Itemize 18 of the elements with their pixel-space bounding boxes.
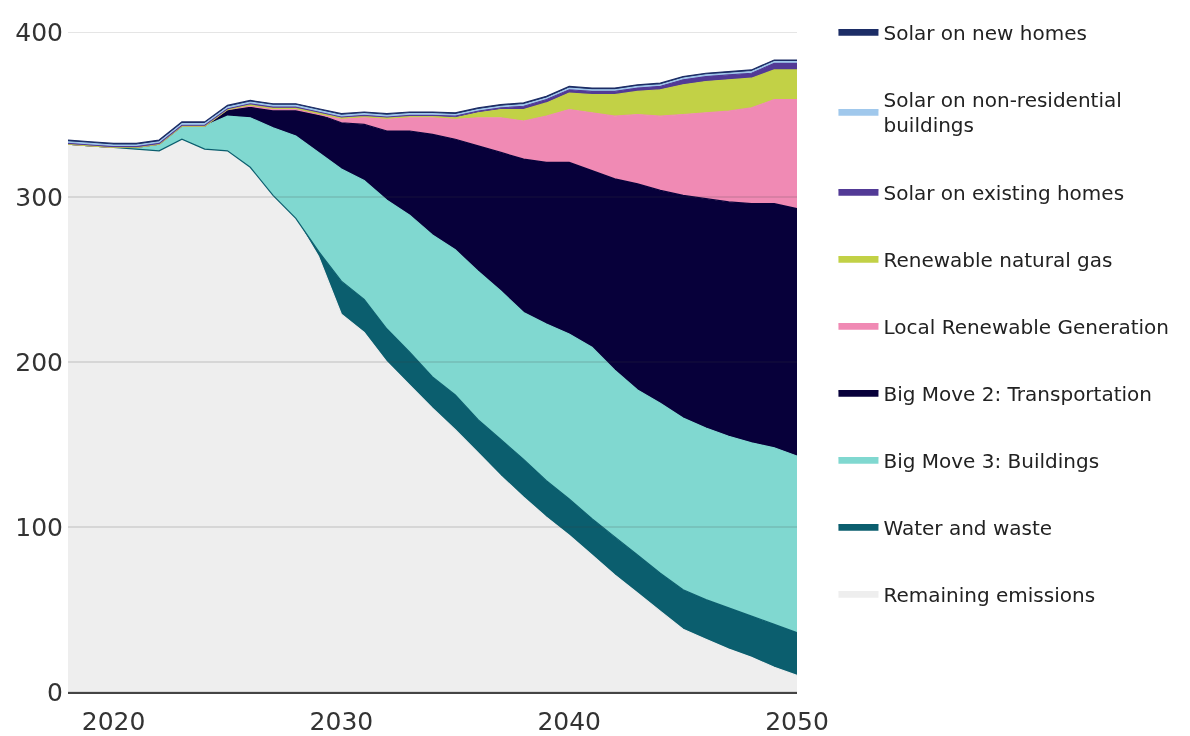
x-tick-label: 2040 [537,707,601,736]
legend-label: Renewable natural gas [883,247,1113,272]
x-tick-label: 2050 [765,707,829,736]
legend-label: Solar on new homes [883,20,1087,45]
legend-label: Remaining emissions [883,582,1096,607]
legend-label: Big Move 2: Transportation [883,381,1153,406]
legend-label: Solar on non-residential buildings [883,87,1122,138]
legend-label: Big Move 3: Buildings [883,448,1100,473]
y-tick-label: 300 [15,182,63,212]
legend-label: Local Renewable Generation [883,314,1170,339]
y-tick-label: 200 [15,347,63,377]
y-tick-label: 0 [47,677,63,707]
y-tick-label: 400 [15,17,63,47]
y-tick-label: 100 [15,512,63,542]
legend-label: Solar on existing homes [883,180,1125,205]
x-tick-label: 2020 [81,707,146,736]
x-tick-label: 2030 [309,707,374,736]
legend-label: Water and waste [883,515,1053,540]
